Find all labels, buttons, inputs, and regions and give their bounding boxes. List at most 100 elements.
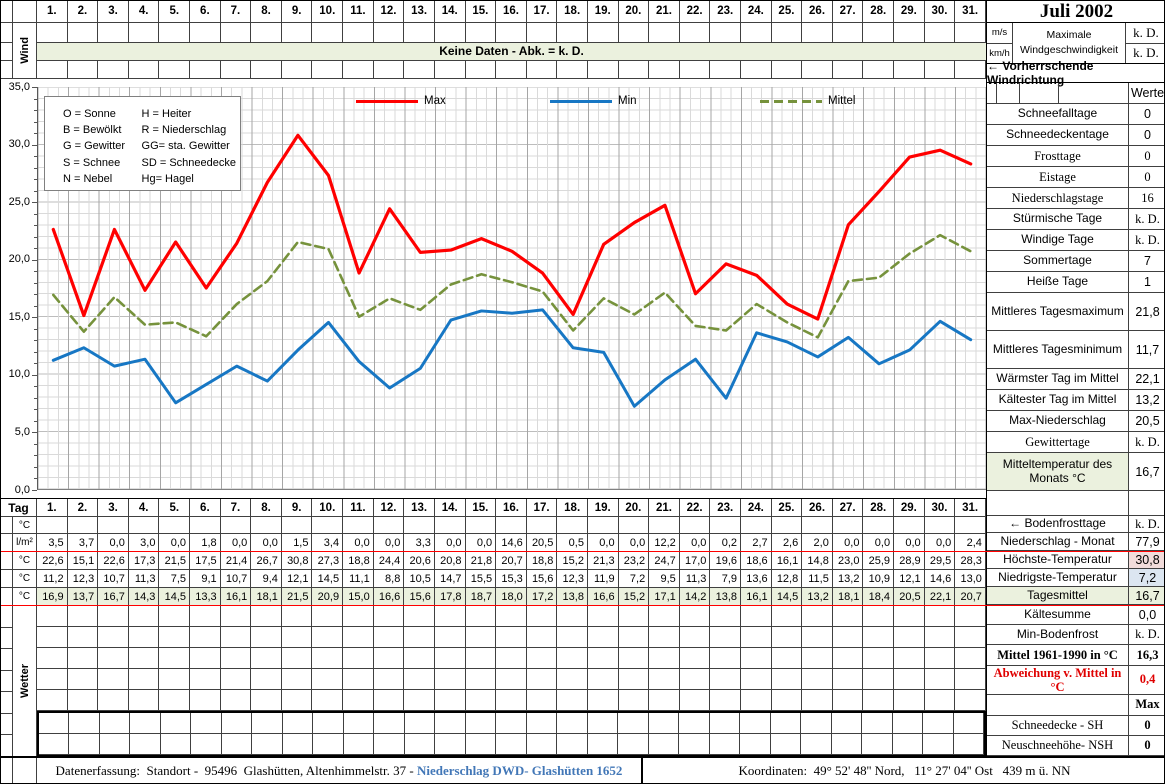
mean-temp-cell[interactable]: 13,8 xyxy=(710,588,742,606)
weather-cell[interactable] xyxy=(892,713,924,734)
weather-cell[interactable] xyxy=(159,606,191,627)
weather-cell[interactable] xyxy=(252,734,283,755)
mean-temp-cell[interactable]: 13,3 xyxy=(190,588,221,606)
weather-cell[interactable] xyxy=(953,713,985,734)
precip-cell[interactable]: 0,0 xyxy=(924,534,956,552)
max-temp-cell[interactable]: 17,5 xyxy=(190,552,221,570)
wind-data-cell[interactable] xyxy=(190,23,221,43)
wind-data-cell[interactable] xyxy=(679,23,711,43)
weather-cell[interactable] xyxy=(130,734,161,755)
mean-temp-cell[interactable]: 16,6 xyxy=(373,588,405,606)
weather-cell[interactable] xyxy=(190,648,221,669)
min-temp-cell[interactable]: 7,5 xyxy=(159,570,191,588)
min-temp-cell[interactable]: 13,6 xyxy=(741,570,772,588)
weather-cell[interactable] xyxy=(191,734,222,755)
max-temp-cell[interactable]: 28,9 xyxy=(894,552,925,570)
weather-cell[interactable] xyxy=(343,713,375,734)
min-temp-cell[interactable]: 13,0 xyxy=(955,570,986,588)
max-temp-cell[interactable]: 23,2 xyxy=(618,552,650,570)
min-temp-cell[interactable]: 11,3 xyxy=(128,570,160,588)
weather-cell[interactable] xyxy=(710,627,742,648)
precip-cell[interactable]: 2,6 xyxy=(771,534,803,552)
wind-data-cell[interactable] xyxy=(312,23,344,43)
weather-cell[interactable] xyxy=(741,690,772,711)
weather-cell[interactable] xyxy=(771,690,803,711)
weather-cell[interactable] xyxy=(67,690,99,711)
wind-data-cell[interactable] xyxy=(924,61,956,79)
weather-cell[interactable] xyxy=(39,734,70,755)
weather-cell[interactable] xyxy=(526,627,558,648)
min-temp-cell[interactable]: 14,5 xyxy=(312,570,344,588)
weather-cell[interactable] xyxy=(894,606,925,627)
max-temp-cell[interactable]: 29,5 xyxy=(924,552,956,570)
weather-cell[interactable] xyxy=(894,627,925,648)
weather-cell[interactable] xyxy=(128,648,160,669)
weather-cell[interactable] xyxy=(587,734,619,755)
weather-cell[interactable] xyxy=(679,690,711,711)
precip-cell[interactable]: 2,0 xyxy=(802,534,833,552)
mean-temp-cell[interactable]: 13,8 xyxy=(557,588,588,606)
max-temp-cell[interactable]: 20,7 xyxy=(496,552,527,570)
weather-cell[interactable] xyxy=(496,690,527,711)
weather-cell[interactable] xyxy=(679,606,711,627)
weather-cell[interactable] xyxy=(955,627,986,648)
weather-cell[interactable] xyxy=(404,669,435,690)
wind-data-cell[interactable] xyxy=(741,23,772,43)
weather-cell[interactable] xyxy=(251,648,282,669)
weather-cell[interactable] xyxy=(771,627,803,648)
mean-temp-cell[interactable]: 18,1 xyxy=(832,588,864,606)
weather-cell[interactable] xyxy=(802,627,833,648)
weather-cell[interactable] xyxy=(831,734,863,755)
extra-temp-cell[interactable] xyxy=(771,517,803,534)
weather-cell[interactable] xyxy=(557,606,588,627)
weather-cell[interactable] xyxy=(373,648,405,669)
min-temp-cell[interactable]: 11,5 xyxy=(802,570,833,588)
min-temp-cell[interactable]: 11,1 xyxy=(343,570,374,588)
weather-cell[interactable] xyxy=(863,669,895,690)
weather-cell[interactable] xyxy=(67,669,99,690)
weather-cell[interactable] xyxy=(801,713,832,734)
weather-cell[interactable] xyxy=(251,690,282,711)
weather-cell[interactable] xyxy=(404,713,436,734)
weather-cell[interactable] xyxy=(343,734,375,755)
weather-cell[interactable] xyxy=(313,713,344,734)
min-temp-cell[interactable]: 12,1 xyxy=(894,570,925,588)
weather-cell[interactable] xyxy=(251,627,282,648)
min-temp-cell[interactable]: 15,6 xyxy=(526,570,558,588)
min-temp-cell[interactable]: 11,3 xyxy=(679,570,711,588)
precip-cell[interactable]: 0,2 xyxy=(710,534,742,552)
weather-cell[interactable] xyxy=(741,669,772,690)
weather-cell[interactable] xyxy=(159,648,191,669)
min-temp-cell[interactable]: 12,1 xyxy=(281,570,313,588)
mean-temp-cell[interactable]: 20,7 xyxy=(955,588,986,606)
max-temp-cell[interactable]: 16,1 xyxy=(771,552,803,570)
weather-cell[interactable] xyxy=(313,734,344,755)
wind-data-cell[interactable] xyxy=(312,61,344,79)
precipitation-source-link[interactable]: Niederschlag DWD- Glashütten 1652 xyxy=(416,762,623,778)
weather-cell[interactable] xyxy=(160,713,192,734)
weather-cell[interactable] xyxy=(282,713,314,734)
mean-temp-cell[interactable]: 17,2 xyxy=(526,588,558,606)
extra-temp-cell[interactable] xyxy=(128,517,160,534)
weather-cell[interactable] xyxy=(618,606,650,627)
weather-cell[interactable] xyxy=(404,690,435,711)
weather-cell[interactable] xyxy=(37,669,68,690)
weather-cell[interactable] xyxy=(618,734,649,755)
weather-cell[interactable] xyxy=(281,627,313,648)
weather-cell[interactable] xyxy=(159,669,191,690)
weather-cell[interactable] xyxy=(190,669,221,690)
mean-temp-cell[interactable]: 16,1 xyxy=(741,588,772,606)
weather-cell[interactable] xyxy=(557,627,588,648)
max-temp-cell[interactable]: 21,4 xyxy=(220,552,252,570)
weather-cell[interactable] xyxy=(557,713,588,734)
weather-cell[interactable] xyxy=(710,606,742,627)
wind-data-cell[interactable] xyxy=(802,61,833,79)
weather-cell[interactable] xyxy=(128,669,160,690)
weather-cell[interactable] xyxy=(771,648,803,669)
precip-cell[interactable]: 14,6 xyxy=(496,534,527,552)
precip-cell[interactable]: 2,7 xyxy=(741,534,772,552)
wind-data-cell[interactable] xyxy=(649,23,680,43)
precip-cell[interactable]: 3,3 xyxy=(404,534,435,552)
extra-temp-cell[interactable] xyxy=(679,517,711,534)
extra-temp-cell[interactable] xyxy=(741,517,772,534)
